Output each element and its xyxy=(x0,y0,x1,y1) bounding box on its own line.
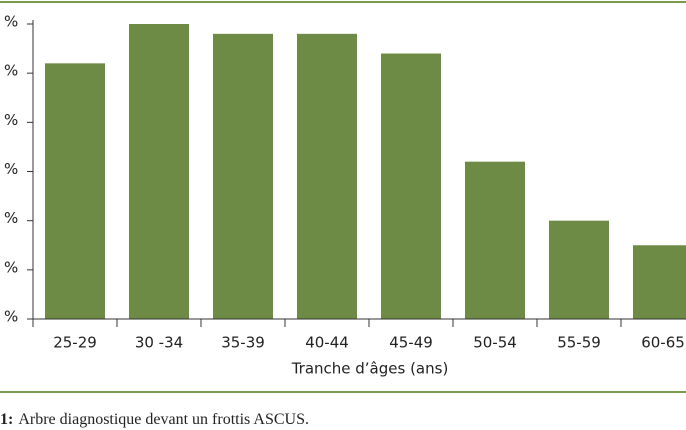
y-tick-label: % xyxy=(4,160,18,178)
x-tick-label: 35-39 xyxy=(221,334,265,352)
x-tick-label: 60-65 xyxy=(641,334,685,352)
bar xyxy=(129,24,189,319)
bar xyxy=(633,245,686,319)
y-tick-label: % xyxy=(4,258,18,276)
x-tick-label: 30 -34 xyxy=(135,334,183,352)
x-tick-label: 25-29 xyxy=(53,334,97,352)
x-tick-label: 55-59 xyxy=(557,334,601,352)
caption: 1: Arbre diagnostique devant un frottis A… xyxy=(0,411,309,428)
bar xyxy=(297,33,357,319)
bar xyxy=(45,63,105,320)
y-tick-label: % xyxy=(4,13,18,31)
caption-label: 1: xyxy=(0,411,13,428)
y-tick-label: % xyxy=(4,308,18,326)
bar xyxy=(549,220,609,319)
x-axis-label: Tranche d’âges (ans) xyxy=(291,360,449,378)
bar xyxy=(213,33,273,319)
y-tick-label: % xyxy=(4,62,18,80)
x-tick-label: 45-49 xyxy=(389,334,433,352)
bar xyxy=(381,53,441,319)
y-tick-label: % xyxy=(4,111,18,129)
y-tick-label: % xyxy=(4,209,18,227)
x-tick-label: 40-44 xyxy=(305,334,349,352)
x-tick-label: 50-54 xyxy=(473,334,517,352)
caption-text: Arbre diagnostique devant un frottis ASC… xyxy=(18,411,309,428)
bar xyxy=(465,161,525,319)
